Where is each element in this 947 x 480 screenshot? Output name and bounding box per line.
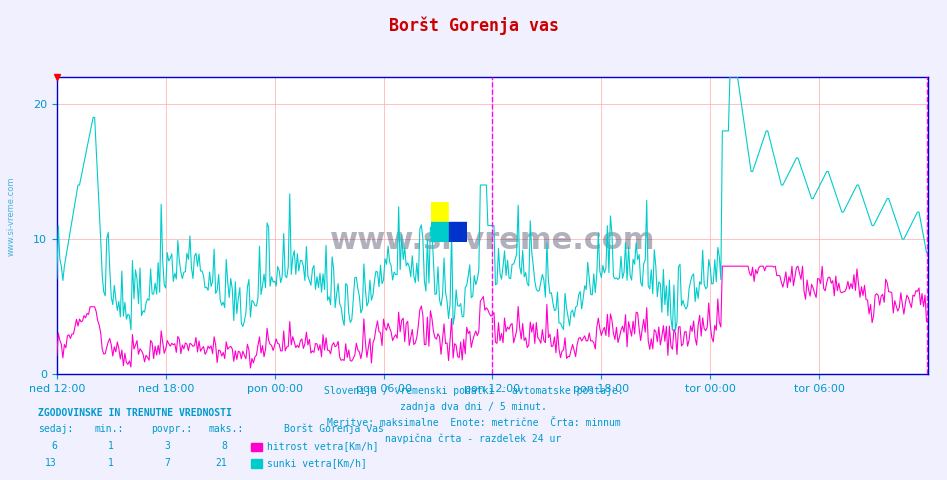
Bar bbox=[251, 443, 262, 451]
Text: povpr.:: povpr.: bbox=[152, 424, 192, 434]
Polygon shape bbox=[449, 222, 467, 242]
Bar bbox=[431, 202, 449, 222]
Text: ZGODOVINSKE IN TRENUTNE VREDNOSTI: ZGODOVINSKE IN TRENUTNE VREDNOSTI bbox=[38, 408, 232, 418]
Bar bbox=[251, 459, 262, 468]
Text: www.si-vreme.com: www.si-vreme.com bbox=[7, 176, 16, 256]
Text: 7: 7 bbox=[165, 457, 170, 468]
Text: 8: 8 bbox=[222, 441, 227, 451]
Text: Meritve: maksimalne  Enote: metrične  Črta: minnum: Meritve: maksimalne Enote: metrične Črta… bbox=[327, 418, 620, 428]
Text: Boršt Gorenja vas: Boršt Gorenja vas bbox=[388, 17, 559, 36]
Text: sedaj:: sedaj: bbox=[38, 424, 73, 434]
Text: Boršt Gorenja vas: Boršt Gorenja vas bbox=[284, 423, 384, 434]
Polygon shape bbox=[431, 222, 449, 242]
Text: navpična črta - razdelek 24 ur: navpična črta - razdelek 24 ur bbox=[385, 434, 562, 444]
Text: 1: 1 bbox=[108, 441, 114, 451]
Text: 13: 13 bbox=[45, 457, 57, 468]
Text: www.si-vreme.com: www.si-vreme.com bbox=[330, 226, 655, 255]
Text: min.:: min.: bbox=[95, 424, 124, 434]
Text: 3: 3 bbox=[165, 441, 170, 451]
Text: 1: 1 bbox=[108, 457, 114, 468]
Text: hitrost vetra[Km/h]: hitrost vetra[Km/h] bbox=[267, 441, 379, 451]
Text: sunki vetra[Km/h]: sunki vetra[Km/h] bbox=[267, 457, 366, 468]
Bar bbox=[449, 202, 467, 222]
Text: 21: 21 bbox=[216, 457, 227, 468]
Text: 6: 6 bbox=[51, 441, 57, 451]
Text: Slovenija / vremenski podatki - avtomatske postaje.: Slovenija / vremenski podatki - avtomats… bbox=[324, 386, 623, 396]
Text: maks.:: maks.: bbox=[208, 424, 243, 434]
Text: zadnja dva dni / 5 minut.: zadnja dva dni / 5 minut. bbox=[400, 402, 547, 412]
